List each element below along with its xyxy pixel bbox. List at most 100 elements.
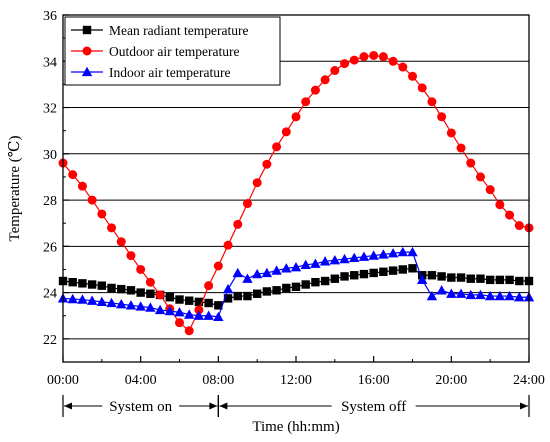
data-point bbox=[378, 249, 389, 259]
data-point bbox=[485, 185, 495, 195]
data-point bbox=[194, 305, 204, 315]
data-point bbox=[185, 296, 194, 305]
data-point bbox=[319, 256, 331, 266]
data-point bbox=[262, 287, 272, 296]
legend-item: Indoor air temperature bbox=[71, 65, 230, 80]
axis-ticks: 22 24 26 28 30 32 34 36 00:00 04:00 08:00 12:00 16:0… bbox=[43, 9, 545, 388]
data-point bbox=[175, 295, 184, 304]
y-tick-label: 24 bbox=[43, 287, 57, 302]
legend-marker bbox=[81, 66, 93, 77]
data-point bbox=[446, 128, 456, 138]
data-point bbox=[475, 172, 485, 182]
data-point bbox=[475, 289, 486, 300]
series-square bbox=[58, 264, 534, 310]
data-point bbox=[437, 112, 447, 122]
period-annotation: System on bbox=[62, 395, 219, 417]
data-point bbox=[505, 275, 514, 285]
period-arrowhead bbox=[64, 402, 72, 410]
data-point bbox=[291, 282, 301, 292]
data-point bbox=[252, 289, 262, 298]
data-point bbox=[282, 283, 291, 293]
data-point bbox=[358, 251, 370, 261]
data-point bbox=[281, 127, 291, 137]
data-point bbox=[223, 294, 233, 303]
legend-item: Outdoor air temperature bbox=[71, 44, 239, 59]
data-point bbox=[67, 293, 78, 304]
data-point bbox=[290, 261, 302, 272]
data-point bbox=[455, 288, 467, 298]
data-point bbox=[398, 265, 407, 274]
data-point bbox=[68, 170, 78, 180]
data-point bbox=[222, 283, 234, 294]
data-point bbox=[456, 273, 466, 282]
data-point bbox=[272, 286, 281, 295]
data-point bbox=[174, 307, 185, 317]
data-point bbox=[515, 276, 524, 286]
data-point bbox=[369, 50, 379, 60]
data-point bbox=[378, 52, 388, 62]
period-label: System off bbox=[341, 399, 406, 415]
data-point bbox=[272, 142, 282, 152]
data-point bbox=[514, 292, 525, 302]
data-point bbox=[203, 310, 214, 320]
data-point bbox=[214, 301, 223, 310]
x-tick-label: 24:00 bbox=[513, 373, 545, 388]
data-point bbox=[320, 75, 330, 85]
data-point bbox=[194, 297, 204, 307]
x-tick-label: 20:00 bbox=[435, 373, 467, 388]
data-point bbox=[125, 300, 137, 310]
data-point bbox=[146, 289, 155, 298]
legend-marker bbox=[82, 25, 92, 35]
data-point bbox=[388, 56, 398, 66]
data-point bbox=[77, 294, 88, 304]
data-point bbox=[117, 284, 126, 294]
data-point bbox=[340, 59, 350, 69]
data-point bbox=[107, 283, 116, 293]
y-tick-label: 22 bbox=[43, 333, 57, 348]
y-tick-label: 28 bbox=[43, 194, 57, 209]
data-point bbox=[310, 258, 321, 268]
data-point bbox=[398, 62, 408, 72]
period-arrowhead bbox=[219, 402, 228, 410]
legend-marker bbox=[82, 46, 92, 56]
data-point bbox=[78, 279, 87, 288]
data-point bbox=[77, 181, 87, 191]
series-triangle bbox=[57, 246, 535, 322]
data-point bbox=[232, 267, 243, 278]
x-axis-title: Time (hh:mm) bbox=[252, 419, 339, 435]
data-point bbox=[126, 286, 136, 295]
data-point bbox=[447, 273, 456, 282]
series-circle bbox=[58, 50, 534, 336]
data-point bbox=[485, 275, 495, 285]
data-point bbox=[359, 269, 369, 279]
data-point bbox=[165, 293, 174, 302]
data-point bbox=[329, 255, 341, 265]
data-point bbox=[369, 268, 378, 278]
data-point bbox=[116, 298, 127, 309]
y-tick-label: 30 bbox=[43, 148, 57, 163]
y-tick-label: 32 bbox=[43, 102, 57, 117]
legend-label: Mean radiant temperature bbox=[109, 23, 248, 38]
data-point bbox=[175, 318, 184, 328]
data-point bbox=[476, 274, 485, 283]
data-point bbox=[397, 246, 408, 257]
data-point bbox=[154, 304, 166, 315]
y-tick-label: 36 bbox=[43, 9, 57, 24]
data-point bbox=[242, 273, 253, 283]
data-point bbox=[408, 264, 417, 273]
data-point bbox=[243, 291, 252, 301]
legend-label: Indoor air temperature bbox=[109, 65, 230, 80]
x-tick-label: 04:00 bbox=[125, 373, 157, 388]
x-tick-label: 12:00 bbox=[280, 373, 312, 388]
data-point bbox=[86, 295, 98, 305]
data-point bbox=[301, 97, 311, 107]
data-point bbox=[145, 302, 156, 312]
data-point bbox=[106, 297, 117, 308]
data-point bbox=[494, 290, 506, 301]
data-point bbox=[495, 275, 505, 285]
data-point bbox=[96, 296, 108, 307]
data-point bbox=[281, 263, 292, 273]
data-point bbox=[233, 291, 242, 301]
data-point bbox=[484, 290, 496, 301]
legend-item: Mean radiant temperature bbox=[71, 23, 248, 38]
